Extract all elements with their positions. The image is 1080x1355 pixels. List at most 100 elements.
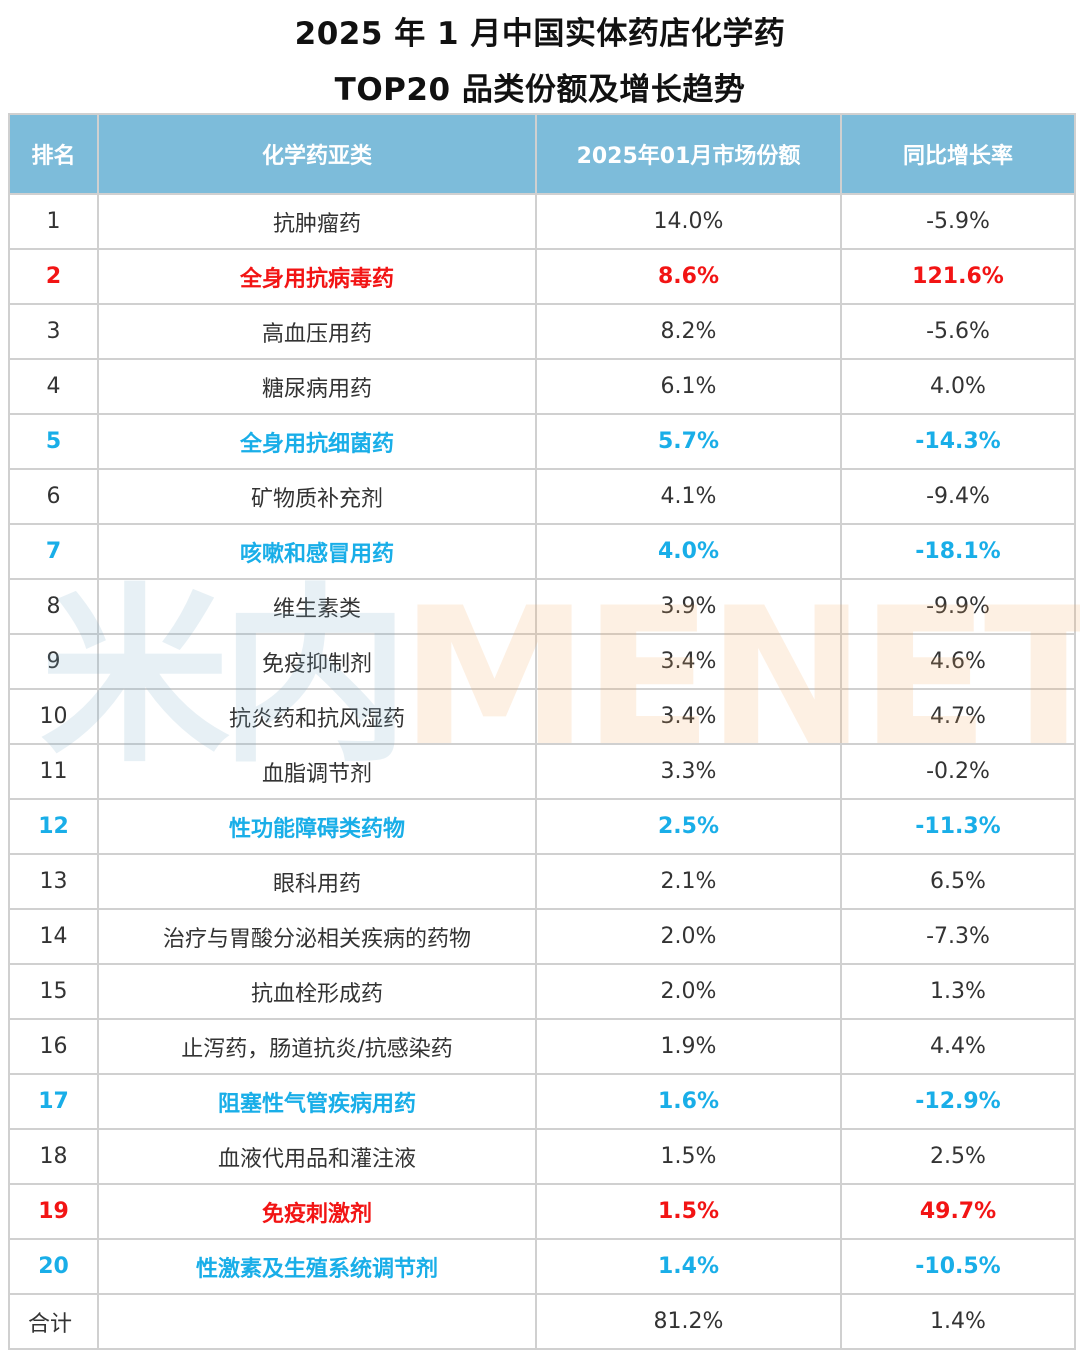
total-row: 合计 81.2% 1.4% (8, 1293, 1076, 1350)
market-share-cell: 1.4% (535, 1238, 842, 1295)
table-row: 15 抗血栓形成药 2.0% 1.3% (8, 963, 1076, 1020)
table-row: 17 阻塞性气管疾病用药 1.6% -12.9% (8, 1073, 1076, 1130)
rank-cell: 8 (8, 578, 99, 635)
market-share-cell: 4.1% (535, 468, 842, 525)
market-share-cell: 2.5% (535, 798, 842, 855)
category-cell: 血液代用品和灌注液 (97, 1128, 537, 1185)
market-share-cell: 14.0% (535, 193, 842, 250)
growth-cell: -7.3% (840, 908, 1076, 965)
table-row: 7 咳嗽和感冒用药 4.0% -18.1% (8, 523, 1076, 580)
rank-cell: 15 (8, 963, 99, 1020)
table-row: 10 抗炎药和抗风湿药 3.4% 4.7% (8, 688, 1076, 745)
table-row: 18 血液代用品和灌注液 1.5% 2.5% (8, 1128, 1076, 1185)
market-share-cell: 8.2% (535, 303, 842, 360)
market-share-cell: 1.5% (535, 1183, 842, 1240)
growth-cell: 4.6% (840, 633, 1076, 690)
growth-cell: 4.7% (840, 688, 1076, 745)
market-share-cell: 6.1% (535, 358, 842, 415)
rank-cell: 20 (8, 1238, 99, 1295)
header-market-share: 2025年01月市场份额 (535, 113, 842, 195)
table-row: 11 血脂调节剂 3.3% -0.2% (8, 743, 1076, 800)
rank-cell: 7 (8, 523, 99, 580)
market-share-cell: 1.9% (535, 1018, 842, 1075)
growth-cell: -10.5% (840, 1238, 1076, 1295)
rank-cell: 9 (8, 633, 99, 690)
category-cell: 止泻药，肠道抗炎/抗感染药 (97, 1018, 537, 1075)
rank-cell: 11 (8, 743, 99, 800)
rank-cell: 17 (8, 1073, 99, 1130)
market-share-cell: 8.6% (535, 248, 842, 305)
market-share-cell: 2.1% (535, 853, 842, 910)
category-cell: 治疗与胃酸分泌相关疾病的药物 (97, 908, 537, 965)
header-rank: 排名 (8, 113, 99, 195)
growth-cell: 4.0% (840, 358, 1076, 415)
growth-cell: -9.9% (840, 578, 1076, 635)
category-cell: 性功能障碍类药物 (97, 798, 537, 855)
header-category: 化学药亚类 (97, 113, 537, 195)
total-rank-cell: 合计 (8, 1293, 99, 1350)
market-share-cell: 1.6% (535, 1073, 842, 1130)
growth-cell: 49.7% (840, 1183, 1076, 1240)
rank-cell: 13 (8, 853, 99, 910)
table-row: 3 高血压用药 8.2% -5.6% (8, 303, 1076, 360)
rank-cell: 2 (8, 248, 99, 305)
header-yoy-growth: 同比增长率 (840, 113, 1076, 195)
market-share-cell: 2.0% (535, 963, 842, 1020)
category-cell: 眼科用药 (97, 853, 537, 910)
category-cell: 矿物质补充剂 (97, 468, 537, 525)
rank-cell: 16 (8, 1018, 99, 1075)
growth-cell: -14.3% (840, 413, 1076, 470)
growth-cell: 2.5% (840, 1128, 1076, 1185)
rank-cell: 3 (8, 303, 99, 360)
category-cell: 高血压用药 (97, 303, 537, 360)
growth-cell: 6.5% (840, 853, 1076, 910)
market-share-cell: 3.4% (535, 688, 842, 745)
growth-cell: -12.9% (840, 1073, 1076, 1130)
category-cell: 性激素及生殖系统调节剂 (97, 1238, 537, 1295)
chart-title-line2: TOP20 品类份额及增长趋势 (334, 72, 746, 108)
category-cell: 抗血栓形成药 (97, 963, 537, 1020)
market-share-cell: 2.0% (535, 908, 842, 965)
growth-cell: -5.9% (840, 193, 1076, 250)
table-header-row: 排名 化学药亚类 2025年01月市场份额 同比增长率 (8, 113, 1076, 195)
table-row: 2 全身用抗病毒药 8.6% 121.6% (8, 248, 1076, 305)
growth-cell: 4.4% (840, 1018, 1076, 1075)
category-cell: 免疫刺激剂 (97, 1183, 537, 1240)
growth-cell: 1.3% (840, 963, 1076, 1020)
category-cell: 全身用抗细菌药 (97, 413, 537, 470)
growth-cell: -18.1% (840, 523, 1076, 580)
market-share-cell: 1.5% (535, 1128, 842, 1185)
growth-cell: -0.2% (840, 743, 1076, 800)
growth-cell: -9.4% (840, 468, 1076, 525)
rank-cell: 5 (8, 413, 99, 470)
rank-cell: 6 (8, 468, 99, 525)
category-cell: 抗肿瘤药 (97, 193, 537, 250)
table-row: 9 免疫抑制剂 3.4% 4.6% (8, 633, 1076, 690)
table-row: 20 性激素及生殖系统调节剂 1.4% -10.5% (8, 1238, 1076, 1295)
ranking-table: 排名 化学药亚类 2025年01月市场份额 同比增长率 1 抗肿瘤药 14.0% -5… (8, 113, 1076, 1350)
table-row: 6 矿物质补充剂 4.1% -9.4% (8, 468, 1076, 525)
table-row: 14 治疗与胃酸分泌相关疾病的药物 2.0% -7.3% (8, 908, 1076, 965)
total-growth-cell: 1.4% (840, 1293, 1076, 1350)
table-row: 16 止泻药，肠道抗炎/抗感染药 1.9% 4.4% (8, 1018, 1076, 1075)
rank-cell: 10 (8, 688, 99, 745)
table-row: 13 眼科用药 2.1% 6.5% (8, 853, 1076, 910)
category-cell: 免疫抑制剂 (97, 633, 537, 690)
table-row: 12 性功能障碍类药物 2.5% -11.3% (8, 798, 1076, 855)
growth-cell: -11.3% (840, 798, 1076, 855)
table-row: 5 全身用抗细菌药 5.7% -14.3% (8, 413, 1076, 470)
chart-title-line1: 2025 年 1 月中国实体药店化学药 (294, 16, 786, 52)
category-cell: 糖尿病用药 (97, 358, 537, 415)
growth-cell: 121.6% (840, 248, 1076, 305)
market-share-cell: 3.9% (535, 578, 842, 635)
market-share-cell: 3.3% (535, 743, 842, 800)
category-cell: 全身用抗病毒药 (97, 248, 537, 305)
rank-cell: 12 (8, 798, 99, 855)
table-row: 8 维生素类 3.9% -9.9% (8, 578, 1076, 635)
table-row: 1 抗肿瘤药 14.0% -5.9% (8, 193, 1076, 250)
table-row: 4 糖尿病用药 6.1% 4.0% (8, 358, 1076, 415)
category-cell: 咳嗽和感冒用药 (97, 523, 537, 580)
rank-cell: 4 (8, 358, 99, 415)
rank-cell: 19 (8, 1183, 99, 1240)
rank-cell: 1 (8, 193, 99, 250)
